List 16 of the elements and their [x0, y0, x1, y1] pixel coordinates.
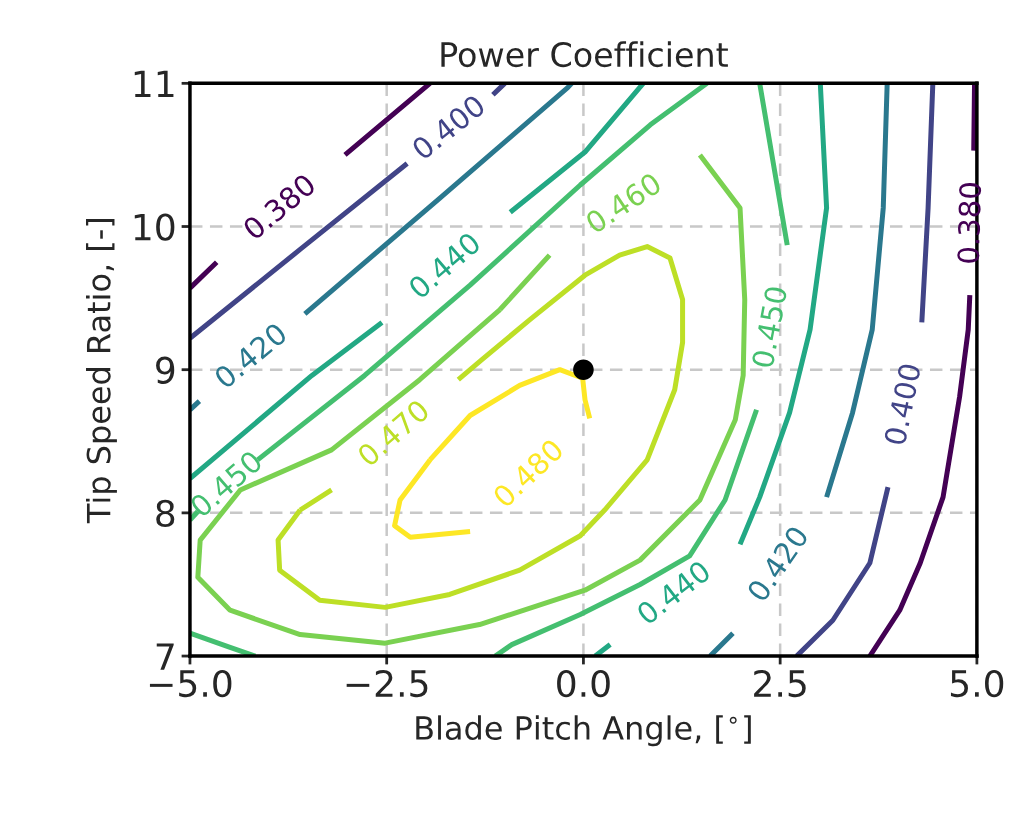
y-tick-label: 7: [156, 643, 174, 670]
y-tick-label: 11: [134, 70, 174, 98]
x-tick-label: 0.0: [557, 669, 610, 698]
chart-title: Power Coefficient: [441, 41, 728, 68]
x-axis-title: Blade Pitch Angle, [$^{∘}$]: [416, 715, 751, 747]
y-tick-label: 10: [134, 213, 175, 241]
y-axis-title: Tip Speed Ratio, [-]: [86, 219, 117, 524]
x-tick-label: 5.0: [950, 669, 1004, 698]
y-tick-label: 8: [156, 499, 175, 528]
text: 0.380: [957, 182, 982, 263]
y-tick-label: 9: [156, 356, 175, 384]
x-tick-label: 2.5: [754, 669, 806, 698]
text: 0.400: [883, 363, 922, 446]
x-tick-label: −2.5: [346, 669, 428, 698]
x-tick-label: −5.0: [149, 669, 232, 698]
text: 0.450: [751, 285, 788, 369]
